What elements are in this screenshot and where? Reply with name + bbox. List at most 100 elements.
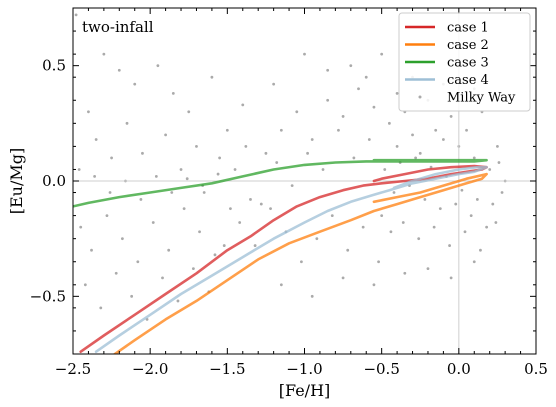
milky-way-point [222, 244, 226, 247]
milky-way-point [218, 156, 222, 160]
milky-way-point [315, 237, 319, 241]
milky-way-point [449, 115, 453, 118]
milky-way-point [210, 75, 214, 79]
milky-way-point [497, 161, 501, 164]
milky-way-point [337, 128, 340, 132]
legend: case 1 case 2 case 3 case 4 Milky Way [398, 12, 531, 112]
milky-way-point [463, 230, 467, 234]
milky-way-point [460, 188, 464, 192]
milky-way-scatter [74, 13, 507, 321]
milky-way-point [154, 174, 158, 178]
milky-way-point [479, 248, 482, 252]
milky-way-point [367, 138, 371, 141]
milky-way-point [303, 52, 306, 56]
milky-way-point [216, 172, 220, 176]
legend-label: Milky Way [447, 91, 516, 106]
milky-way-point [151, 221, 155, 224]
milky-way-point [426, 267, 430, 271]
milky-way-point [94, 138, 98, 141]
milky-way-point [156, 64, 160, 68]
milky-way-point [233, 168, 237, 171]
milky-way-point [114, 271, 118, 275]
milky-way-point [361, 225, 365, 229]
milky-way-point [448, 244, 451, 247]
milky-way-point [341, 276, 345, 280]
milky-way-point [77, 168, 81, 171]
milky-way-point [485, 225, 489, 229]
milky-way-point [179, 168, 183, 171]
milky-way-point [403, 271, 407, 275]
milky-way-point [349, 64, 353, 68]
x-axis-label: [Fe/H] [279, 381, 331, 400]
y-axis-label: [Eu/Mg] [7, 148, 26, 214]
milky-way-point [442, 138, 445, 141]
milky-way-point [269, 207, 272, 211]
milky-way-point [185, 177, 189, 181]
y-tick-label: 0.0 [42, 172, 66, 190]
milky-way-point [99, 306, 103, 310]
milky-way-point [392, 191, 396, 194]
axis-ticks [72, 7, 537, 355]
milky-way-point [300, 260, 303, 264]
milky-way-point [414, 156, 418, 160]
milky-way-point [120, 237, 124, 241]
milky-way-point [74, 13, 78, 17]
milky-way-point [372, 283, 376, 287]
milky-way-point [244, 145, 248, 148]
x-tick-label: −2.5 [55, 360, 91, 378]
milky-way-point [494, 221, 498, 224]
milky-way-point [241, 103, 245, 107]
milky-way-point [357, 87, 360, 91]
milky-way-point [170, 191, 174, 194]
series-line-case-2 [112, 172, 488, 354]
milky-way-point [306, 151, 309, 155]
milky-way-point [418, 151, 422, 155]
legend-box [398, 12, 531, 112]
milky-way-point [401, 221, 405, 224]
milky-way-point [253, 244, 257, 247]
milky-way-point [164, 133, 168, 137]
milky-way-point [264, 151, 268, 155]
milky-way-point [380, 52, 384, 56]
legend-swatch-milky-way [418, 95, 422, 99]
panel-label: two-infall [82, 18, 154, 36]
milky-way-point [87, 110, 90, 114]
x-tick-label: −1.0 [286, 360, 322, 378]
milky-way-point [136, 260, 140, 264]
milky-way-point [423, 198, 427, 201]
milky-way-point [438, 207, 442, 211]
milky-way-point [417, 237, 421, 241]
milky-way-point [141, 151, 144, 155]
y-tick-label: −0.5 [30, 287, 66, 305]
series-lines [73, 158, 488, 354]
milky-way-point [275, 161, 279, 164]
milky-way-point [133, 82, 137, 86]
milky-way-point [171, 91, 175, 95]
milky-way-point [249, 198, 252, 201]
milky-way-point [202, 191, 206, 194]
milky-way-point [229, 207, 232, 211]
milky-way-point [90, 248, 93, 252]
milky-way-point [238, 221, 242, 224]
milky-way-point [326, 98, 330, 102]
axis-tick-labels: −2.5 −2.0 −1.5 −1.0 −0.5 0.0 0.5 −0.5 0.0 0.5 [30, 57, 548, 378]
milky-way-point [295, 110, 299, 114]
x-tick-label: −1.5 [209, 360, 245, 378]
milky-way-point [326, 68, 330, 72]
legend-label: case 2 [447, 38, 489, 53]
milky-way-point [83, 283, 87, 287]
milky-way-point [491, 202, 495, 206]
milky-way-point [387, 121, 391, 125]
milky-way-point [395, 145, 399, 148]
milky-way-point [290, 184, 294, 188]
milky-way-point [272, 82, 276, 86]
milky-way-point [346, 248, 350, 252]
legend-label: case 4 [447, 73, 489, 88]
milky-way-point [117, 68, 121, 72]
milky-way-point [167, 248, 171, 252]
x-tick-label: −2.0 [132, 360, 168, 378]
legend-label: case 1 [447, 21, 489, 36]
milky-way-point [198, 230, 201, 234]
series-line-case-1 [79, 164, 488, 353]
